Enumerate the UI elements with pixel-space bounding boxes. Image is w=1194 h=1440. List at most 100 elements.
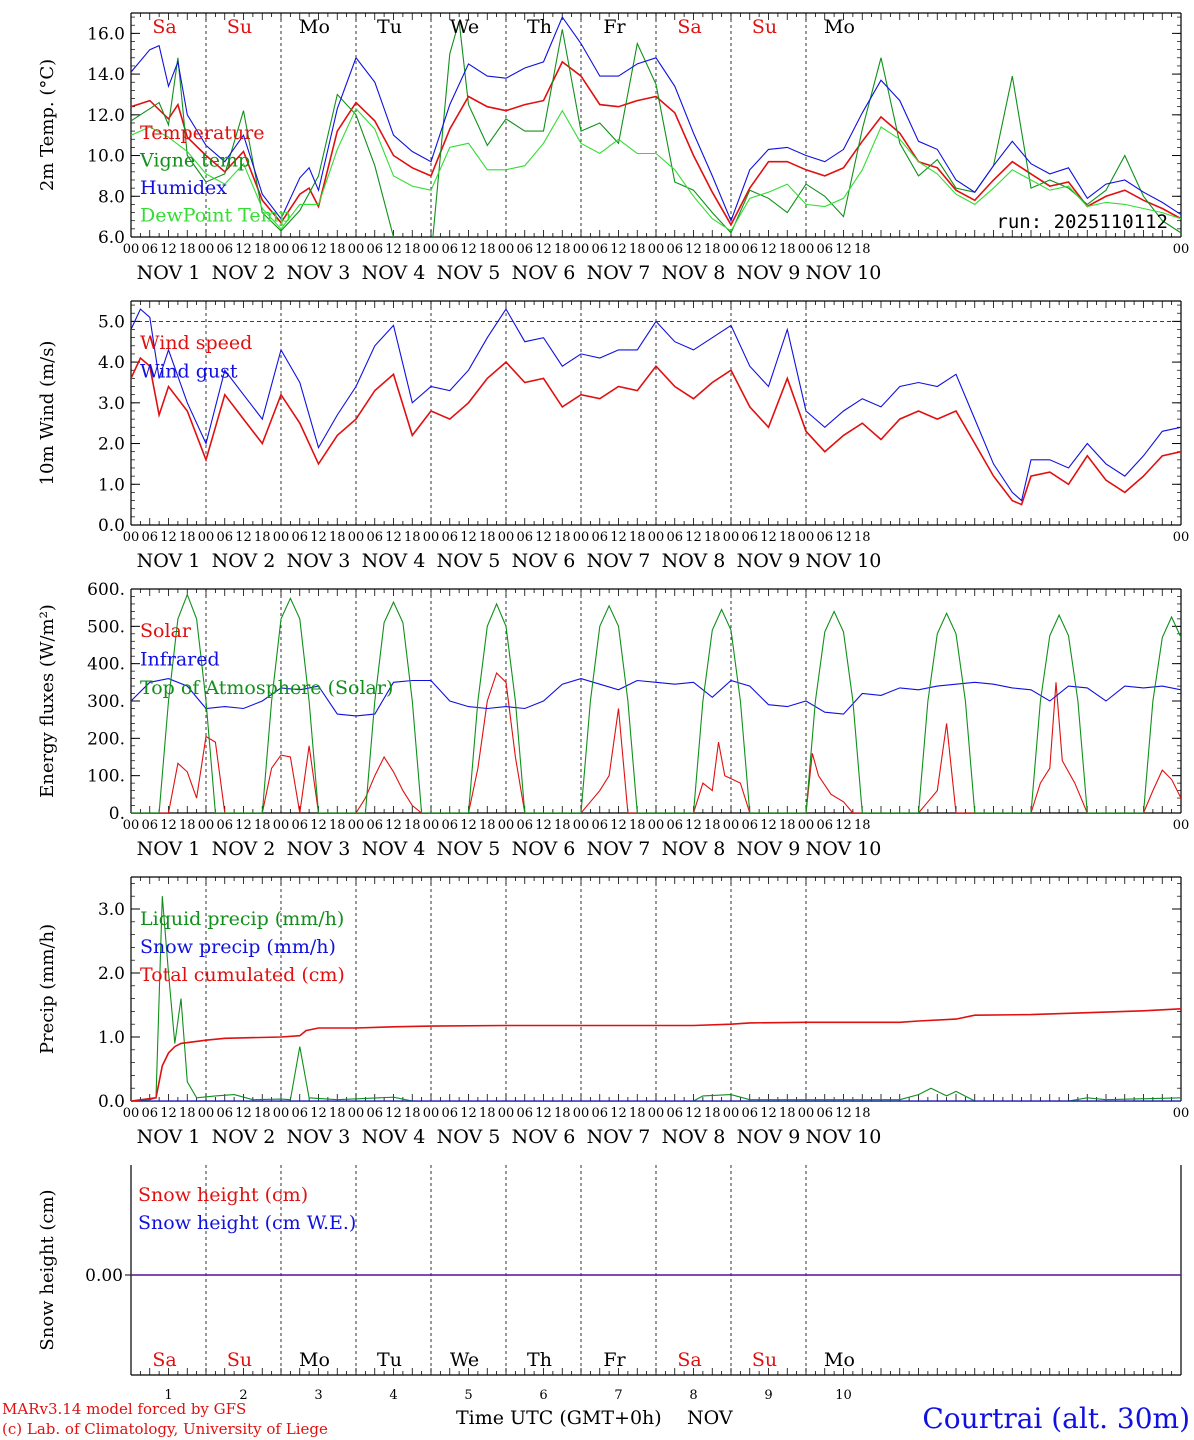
- legend-entry: Humidex: [140, 177, 227, 199]
- y-tick-label: 12.0: [87, 106, 125, 126]
- date-label: NOV 9: [737, 838, 801, 860]
- hour-tick-label: 00: [273, 1106, 290, 1121]
- hour-tick-label: 12: [760, 530, 777, 545]
- legend-entry: Snow height (cm W.E.): [138, 1212, 356, 1234]
- date-label: NOV 2: [212, 1126, 276, 1148]
- y-tick-label: 2.0: [98, 964, 125, 984]
- weekday-label: We: [450, 16, 479, 38]
- y-tick-label: 6.0: [98, 228, 125, 248]
- weekday-label: Su: [227, 1349, 252, 1371]
- hour-tick-label: 18: [629, 530, 646, 545]
- date-label: NOV 7: [587, 550, 651, 572]
- hour-tick-label: 00: [123, 530, 140, 545]
- hour-tick-label: 06: [666, 1106, 683, 1121]
- hour-tick-label: 12: [835, 242, 852, 257]
- station-name: Courtrai (alt. 30m): [922, 1402, 1190, 1435]
- y-tick-label: 1.0: [98, 475, 125, 495]
- date-label: NOV 6: [512, 1126, 576, 1148]
- hour-tick-label: 18: [629, 818, 646, 833]
- hour-tick-label: 18: [704, 818, 721, 833]
- hour-tick-label: 18: [254, 818, 271, 833]
- hour-tick-label: 00: [498, 818, 515, 833]
- hour-tick-label: 18: [779, 530, 796, 545]
- weekday-label: Sa: [677, 1349, 701, 1371]
- hour-tick-label: 06: [591, 242, 608, 257]
- hour-tick-label: 00: [573, 242, 590, 257]
- hour-tick-label: 12: [835, 1106, 852, 1121]
- hour-tick-label: 06: [216, 242, 233, 257]
- hour-tick-label: 12: [310, 1106, 327, 1121]
- series-line: [131, 308, 1181, 502]
- weekday-label: Th: [527, 16, 552, 38]
- hour-tick-label: 18: [779, 1106, 796, 1121]
- hour-tick-label: 12: [685, 1106, 702, 1121]
- y-tick-label: 0.00: [85, 1266, 123, 1286]
- date-label: NOV 2: [212, 262, 276, 284]
- date-label: NOV 1: [137, 262, 201, 284]
- hour-tick-label: 18: [704, 530, 721, 545]
- series-line: [131, 20, 1181, 237]
- hour-tick-label: 12: [160, 818, 177, 833]
- hour-tick-label: 00: [723, 1106, 740, 1121]
- date-label: NOV 2: [212, 550, 276, 572]
- weekday-label: Mo: [824, 1349, 855, 1371]
- hour-tick-label: 06: [366, 818, 383, 833]
- hour-tick-label: 00: [198, 242, 215, 257]
- series-line: [131, 593, 1181, 813]
- hour-tick-label: 00: [573, 1106, 590, 1121]
- date-label: NOV 1: [137, 838, 201, 860]
- day-number-label: 9: [764, 1388, 772, 1403]
- date-label: NOV 9: [737, 550, 801, 572]
- hour-tick-label: 12: [385, 242, 402, 257]
- legend-entry: Temperature: [140, 122, 264, 144]
- hour-tick-label: 18: [254, 242, 271, 257]
- date-label: NOV 7: [587, 838, 651, 860]
- date-label: NOV 10: [806, 838, 882, 860]
- hour-tick-label: 06: [666, 818, 683, 833]
- hour-tick-label: 00: [498, 1106, 515, 1121]
- legend-entry: Total cumulated (cm): [140, 964, 345, 986]
- hour-tick-label: 18: [179, 242, 196, 257]
- hour-tick-label: 18: [329, 530, 346, 545]
- hour-tick-label: 06: [441, 530, 458, 545]
- hour-tick-label: 00: [798, 242, 815, 257]
- hour-tick-label: 06: [741, 818, 758, 833]
- hour-tick-label: 18: [179, 818, 196, 833]
- y-tick-label: 16.0: [87, 24, 125, 44]
- weekday-label: We: [450, 1349, 479, 1371]
- panel-3: 0. 100. 200. 300. 400. 500. 600. Energy fluxes …: [37, 580, 1189, 860]
- day-number-label: 6: [539, 1388, 547, 1403]
- hour-tick-label: 06: [141, 818, 158, 833]
- hour-tick-label: 12: [610, 530, 627, 545]
- y-tick-label: 200.: [87, 729, 125, 749]
- date-label: NOV 6: [512, 838, 576, 860]
- hour-tick-label: 06: [516, 242, 533, 257]
- hour-tick-label: 06: [216, 530, 233, 545]
- hour-tick-label: 06: [291, 242, 308, 257]
- hour-tick-label: 18: [779, 818, 796, 833]
- hour-tick-label: 06: [591, 818, 608, 833]
- hour-tick-label: 12: [685, 530, 702, 545]
- day-number-label: 5: [464, 1388, 472, 1403]
- y-tick-label: 3.0: [98, 394, 125, 414]
- hour-tick-label: 12: [535, 1106, 552, 1121]
- hour-tick-label: 00: [273, 242, 290, 257]
- y-tick-label: 0.: [109, 804, 125, 824]
- panel-1: 6.0 8.0 10.0 12.0 14.0 16.0 2m Temp. (°C) Tempe…: [37, 12, 1189, 284]
- hour-tick-label: 12: [310, 818, 327, 833]
- hour-tick-label: 06: [591, 530, 608, 545]
- hour-tick-label: 18: [479, 530, 496, 545]
- date-label: NOV 1: [137, 550, 201, 572]
- y-tick-label: 8.0: [98, 187, 125, 207]
- hour-tick-label: 00: [723, 242, 740, 257]
- hour-tick-label: 18: [179, 1106, 196, 1121]
- date-label: NOV 4: [362, 838, 426, 860]
- legend-entry: Snow precip (mm/h): [140, 936, 336, 958]
- date-label: NOV 3: [287, 550, 351, 572]
- date-label: NOV 4: [362, 1126, 426, 1148]
- run-label: run: 2025110112: [996, 211, 1168, 233]
- hour-tick-label: 06: [141, 242, 158, 257]
- weekday-label: Sa: [152, 16, 176, 38]
- hour-tick-label: 18: [479, 818, 496, 833]
- day-number-label: 8: [689, 1388, 697, 1403]
